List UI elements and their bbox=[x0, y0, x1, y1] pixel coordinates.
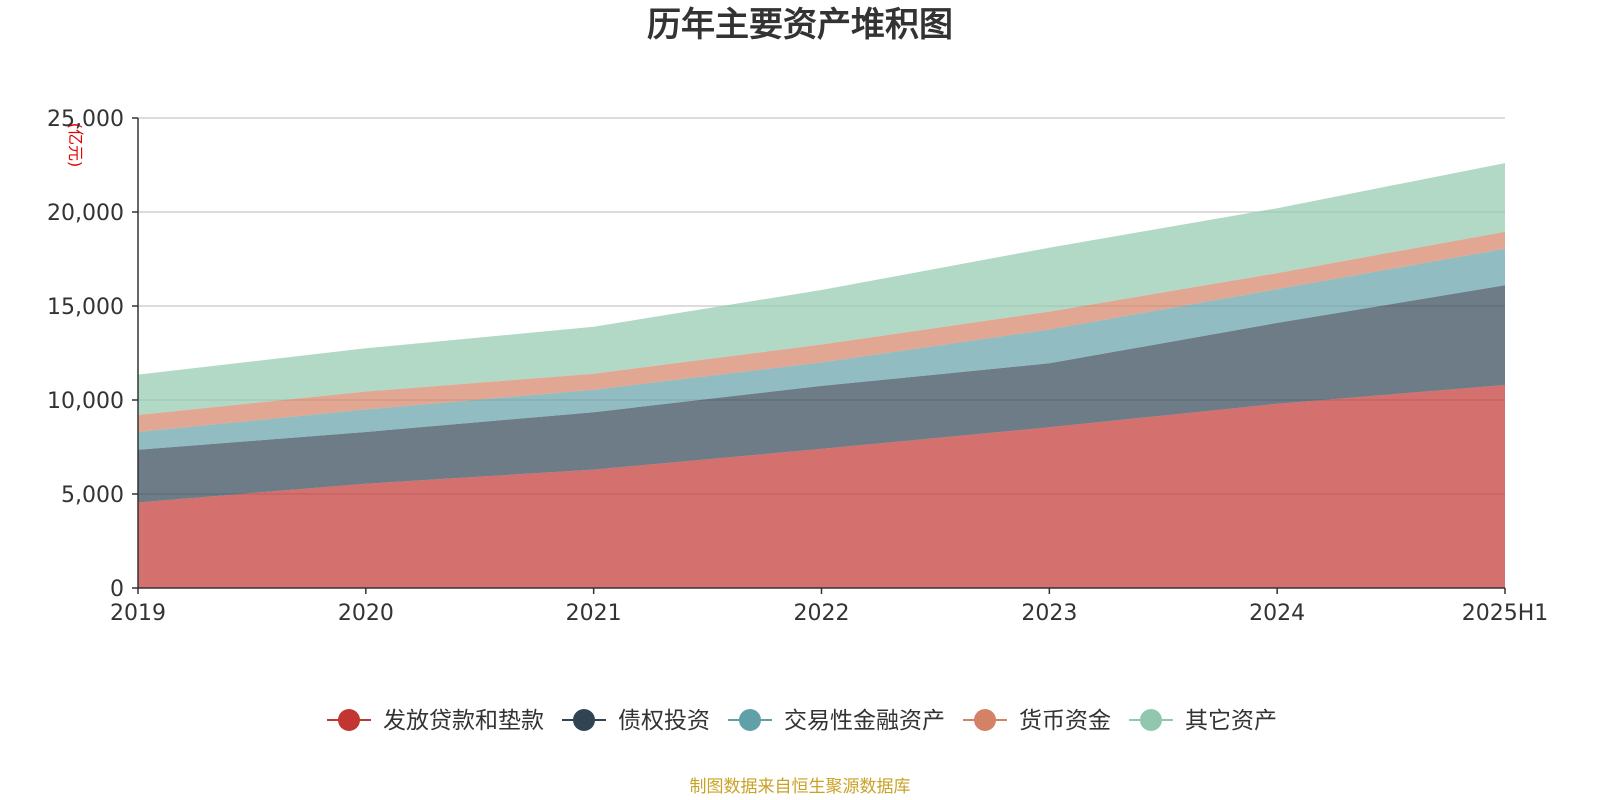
chart-title: 历年主要资产堆积图 bbox=[647, 5, 953, 45]
legend-marker bbox=[974, 709, 996, 731]
legend-item-1: 债权投资 bbox=[562, 708, 710, 734]
legend-label: 货币资金 bbox=[1019, 708, 1111, 734]
legend-item-4: 其它资产 bbox=[1129, 708, 1277, 734]
area-series-1 bbox=[138, 285, 1505, 503]
legend-marker bbox=[338, 709, 360, 731]
y-tick-label: 20,000 bbox=[47, 201, 124, 226]
area-series-0 bbox=[138, 385, 1505, 588]
y-tick-label: 10,000 bbox=[47, 389, 124, 414]
legend-label: 交易性金融资产 bbox=[784, 708, 945, 734]
legend: 发放贷款和垫款 债权投资 交易性金融资产 货币资金 其它资产 bbox=[327, 708, 1277, 734]
axes: 0 5,000 10,000 15,000 20,000 25,000 2019 2020 20… bbox=[47, 107, 1548, 626]
area-series-4 bbox=[138, 163, 1505, 415]
x-tick-label: 2020 bbox=[338, 601, 394, 626]
legend-item-2: 交易性金融资产 bbox=[728, 708, 945, 734]
x-tick-label: 2021 bbox=[566, 601, 622, 626]
y-tick-label: 15,000 bbox=[47, 295, 124, 320]
x-tick-label: 2024 bbox=[1249, 601, 1305, 626]
x-tick-label: 2025H1 bbox=[1462, 601, 1549, 626]
legend-marker bbox=[573, 709, 595, 731]
source-note: 制图数据来自恒生聚源数据库 bbox=[690, 777, 911, 797]
area-series-3 bbox=[138, 231, 1505, 432]
y-tick-label: 25,000 bbox=[47, 107, 124, 132]
legend-label: 其它资产 bbox=[1185, 708, 1277, 734]
legend-marker bbox=[1140, 709, 1162, 731]
legend-item-3: 货币资金 bbox=[963, 708, 1111, 734]
legend-label: 债权投资 bbox=[618, 708, 710, 734]
y-tick-label: 0 bbox=[110, 577, 124, 602]
area-series-2 bbox=[138, 248, 1505, 450]
area-series bbox=[138, 163, 1505, 588]
legend-label: 发放贷款和垫款 bbox=[383, 708, 544, 734]
legend-item-0: 发放贷款和垫款 bbox=[327, 708, 544, 734]
x-tick-label: 2022 bbox=[794, 601, 850, 626]
x-tick-label: 2023 bbox=[1021, 601, 1077, 626]
x-tick-label: 2019 bbox=[110, 601, 166, 626]
legend-marker bbox=[739, 709, 761, 731]
y-tick-label: 5,000 bbox=[61, 483, 124, 508]
y-axis-unit: (亿元) bbox=[66, 123, 85, 168]
